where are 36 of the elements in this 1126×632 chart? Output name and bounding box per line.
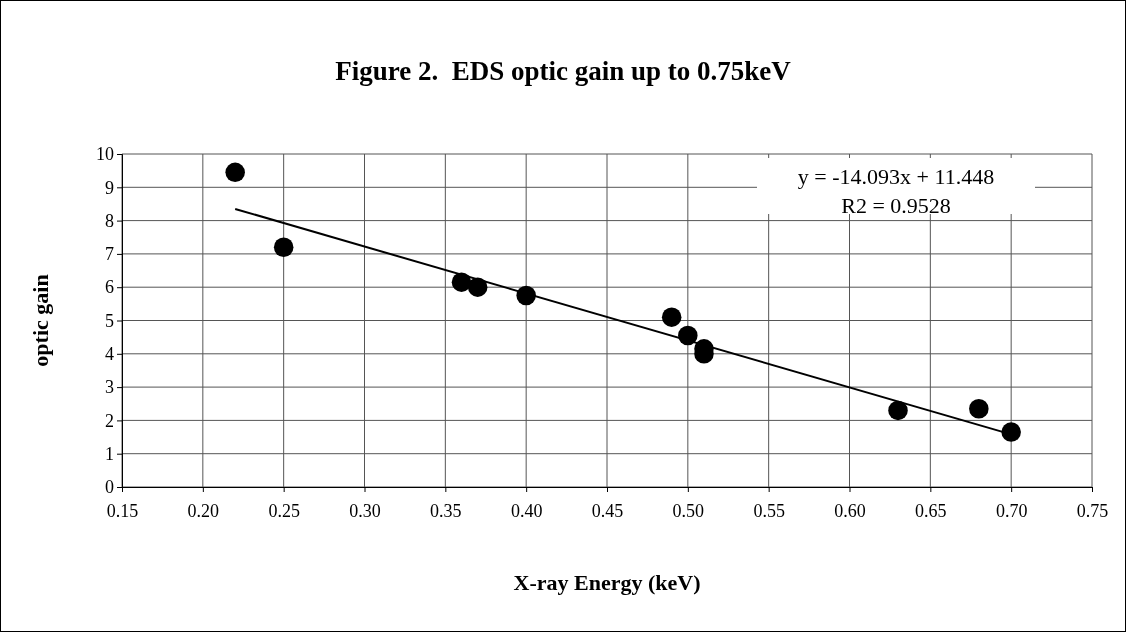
point	[888, 400, 908, 421]
x-tick-label: 0.20	[187, 500, 220, 521]
annotation: R2 = 0.9528	[841, 193, 951, 218]
x-tick-label: 0.30	[349, 500, 381, 521]
y-tick-label: 5	[105, 310, 114, 331]
point	[467, 277, 488, 297]
chart-title: Figure 2. EDS optic gain up to 0.75keV	[335, 56, 792, 86]
point	[661, 307, 682, 327]
x-tick-label: 0.35	[430, 500, 462, 521]
y-tick-label: 7	[105, 244, 114, 265]
point	[273, 237, 294, 257]
x-tick-label: 0.65	[915, 500, 947, 521]
y-tick-label: 0	[105, 477, 114, 498]
y-tick-label: 2	[105, 410, 114, 431]
point	[1001, 422, 1021, 442]
x-axis-title: X-ray Energy (keV)	[513, 570, 701, 595]
x-tick-label: 0.70	[995, 500, 1028, 521]
x-tick-label: 0.45	[591, 500, 624, 521]
y-axis-title: optic gain	[28, 274, 53, 367]
point	[225, 162, 245, 183]
y-tick-label: 3	[105, 377, 114, 398]
x-tick-label: 0.15	[106, 500, 139, 521]
y-tick-label: 6	[105, 277, 114, 298]
y-tick-label: 9	[105, 177, 114, 198]
x-tick-label: 0.40	[510, 500, 543, 521]
y-tick-label: 1	[105, 443, 114, 464]
x-tick-label: 0.60	[834, 500, 866, 521]
x-tick-label: 0.50	[672, 500, 705, 521]
y-tick-label: 4	[105, 344, 114, 365]
x-tick-label: 0.55	[753, 500, 785, 521]
y-tick-label: 8	[105, 210, 114, 231]
point	[969, 398, 989, 419]
x-tick-label: 0.25	[268, 500, 300, 521]
y-tick-label: 10	[96, 144, 114, 165]
annotation: y = -14.093x + 11.448	[797, 164, 995, 189]
x-tick-label: 0.75	[1076, 500, 1109, 521]
